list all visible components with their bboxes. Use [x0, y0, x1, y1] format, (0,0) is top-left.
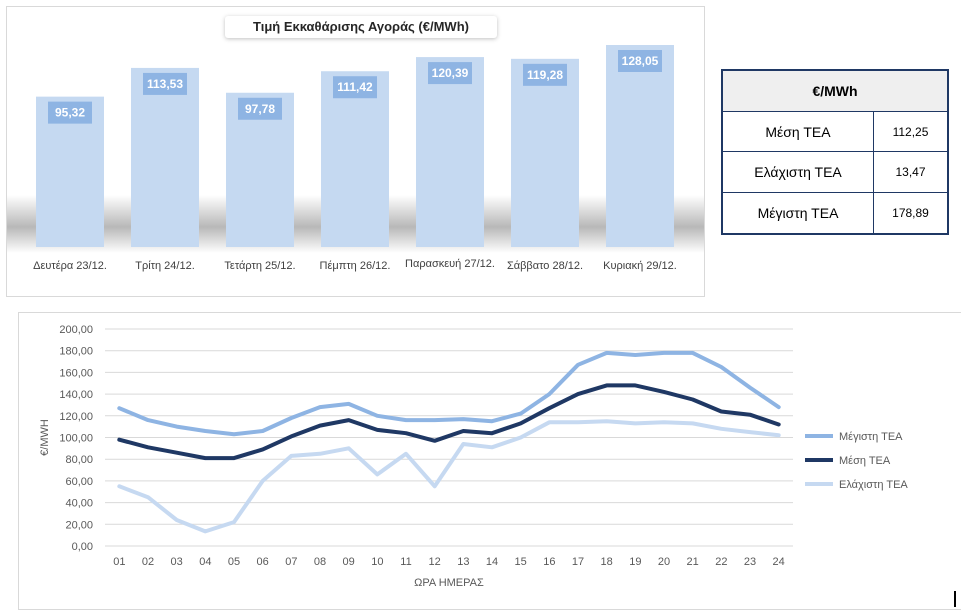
bar-label-box [143, 72, 187, 95]
bar [416, 57, 484, 248]
bar [131, 67, 199, 247]
series-line [117, 350, 781, 437]
stats-value: 178,89 [873, 191, 949, 235]
bar-data-label: 97,78 [245, 102, 275, 116]
bar-label-box [333, 76, 377, 99]
bar-chart-panel: 95,32 113,53 97,78 111,42 120,39 119,28 128,05… [6, 6, 705, 297]
bar-category-label: Παρασκευή 27/12. [405, 258, 495, 270]
x-tick-label: 17 [572, 556, 584, 568]
bar [606, 45, 674, 247]
bar-data-label: 120,39 [432, 66, 469, 80]
bar-data-label: 95,32 [55, 106, 85, 120]
bar-category-label: Πέμπτη 26/12. [319, 260, 391, 272]
x-tick-label: 05 [228, 556, 240, 568]
bar-label-box [428, 62, 472, 85]
bar-category-label: Κυριακή 29/12. [603, 260, 677, 272]
bar-chart-title: Τιμή Εκκαθάρισης Αγοράς (€/MWh) [225, 16, 497, 38]
x-tick-label: 13 [457, 556, 469, 568]
x-tick-label: 24 [773, 556, 785, 568]
bar-category-label: Σάββατο 28/12. [506, 260, 584, 272]
x-tick-label: 14 [486, 556, 498, 568]
y-tick-label: 80,00 [65, 454, 93, 466]
stats-value: 13,47 [873, 151, 949, 193]
y-tick-label: 40,00 [65, 498, 93, 510]
line-chart-svg: 0,00 20,00 40,00 60,00 80,00 100,00 120,00 140,… [39, 324, 908, 589]
y-tick-label: 200,00 [59, 324, 93, 336]
x-tick-label: 04 [199, 556, 211, 568]
x-tick-label: 21 [687, 556, 699, 568]
x-tick-label: 09 [343, 556, 355, 568]
x-axis-title: ΩΡΑ ΗΜΕΡΑΣ [414, 577, 484, 589]
x-tick-label: 16 [543, 556, 555, 568]
bar-data-label: 119,28 [527, 68, 563, 82]
text-cursor [954, 591, 956, 607]
bar-label-box [48, 101, 92, 124]
series-line [117, 383, 781, 461]
x-tick-label: 12 [429, 556, 441, 568]
bar-data-label: 113,53 [147, 77, 183, 91]
legend-label: Ελάχιστη ΤΕΑ [839, 479, 908, 491]
x-tick-label: 22 [715, 556, 727, 568]
bar-label-box [238, 97, 282, 120]
legend-label: Μέση ΤΕΑ [839, 455, 891, 467]
stats-label: Μέγιστη ΤΕΑ [721, 191, 874, 235]
bar [511, 58, 579, 248]
y-tick-label: 20,00 [65, 519, 93, 531]
x-tick-label: 11 [400, 556, 411, 568]
y-tick-label: 120,00 [59, 411, 93, 423]
y-tick-label: 100,00 [59, 433, 93, 445]
stats-value: 112,25 [873, 110, 949, 153]
stats-row: Μέση ΤΕΑ 112,25 [721, 110, 949, 153]
x-tick-label: 06 [257, 556, 269, 568]
legend-label: Μέγιστη ΤΕΑ [839, 431, 903, 443]
y-axis-title: €/MWH [39, 419, 51, 456]
bar-chart-svg: 95,32 113,53 97,78 111,42 120,39 119,28 128,05 [7, 45, 704, 253]
bar-category-label: Τρίτη 24/12. [135, 260, 195, 272]
x-tick-label: 08 [314, 556, 326, 568]
bar-label-box [618, 50, 662, 72]
x-tick-label: 07 [285, 556, 297, 568]
x-tick-label: 01 [113, 556, 125, 568]
bar-label-box [523, 63, 567, 86]
y-tick-label: 140,00 [59, 389, 93, 401]
y-tick-label: 160,00 [59, 367, 93, 379]
x-tick-label: 20 [658, 556, 670, 568]
bar-category-label: Τετάρτη 25/12. [224, 260, 296, 272]
x-tick-label: 18 [601, 556, 613, 568]
x-tick-label: 23 [744, 556, 756, 568]
bar-data-label: 111,42 [337, 80, 373, 94]
y-tick-label: 180,00 [59, 346, 93, 358]
bar-data-label: 128,05 [622, 54, 659, 68]
x-tick-label: 19 [629, 556, 641, 568]
bar [321, 71, 389, 247]
stats-row: Μέγιστη ΤΕΑ 178,89 [721, 191, 949, 235]
stats-label: Ελάχιστη ΤΕΑ [721, 151, 874, 193]
y-tick-label: 0,00 [72, 541, 93, 553]
bar-category-label: Δευτέρα 23/12. [33, 260, 107, 272]
stats-table: €/MWh Μέση ΤΕΑ 112,25 Ελάχιστη ΤΕΑ 13,47… [721, 69, 949, 235]
x-tick-label: 15 [515, 556, 527, 568]
series-line [117, 419, 781, 534]
line-chart-panel: 0,00 20,00 40,00 60,00 80,00 100,00 120,00 140,… [18, 312, 961, 610]
stats-label: Μέση ΤΕΑ [721, 110, 874, 153]
stats-row: Ελάχιστη ΤΕΑ 13,47 [721, 151, 949, 193]
stats-header: €/MWh [721, 69, 949, 112]
y-tick-label: 60,00 [65, 476, 93, 488]
x-tick-label: 03 [171, 556, 183, 568]
x-tick-label: 10 [371, 556, 383, 568]
x-tick-label: 02 [142, 556, 154, 568]
